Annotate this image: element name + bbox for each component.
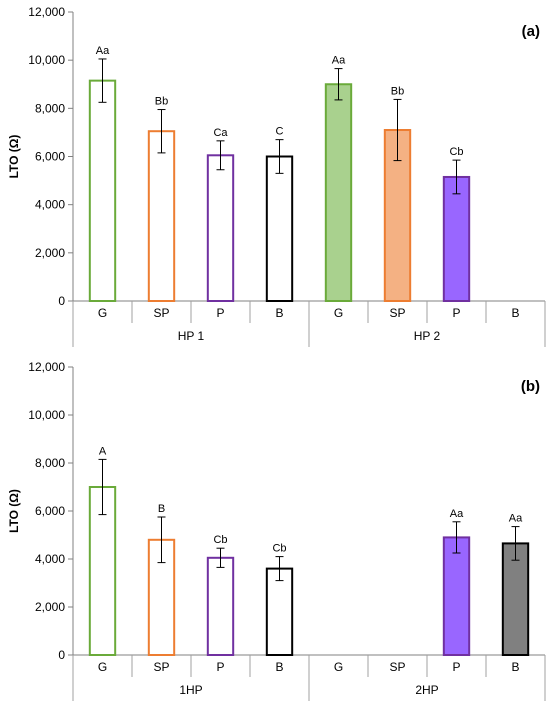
y-tick-label: 6,000 — [35, 504, 65, 518]
category-label: B — [511, 660, 519, 674]
data-label: Ca — [213, 127, 228, 139]
bar — [501, 542, 530, 657]
data-label: B — [158, 503, 165, 515]
y-tick-label: 8,000 — [35, 456, 65, 470]
panel-label: (a) — [522, 23, 540, 40]
category-label: SP — [389, 306, 405, 320]
data-label: Aa — [450, 508, 464, 520]
data-label: Bb — [155, 96, 168, 108]
category-label: SP — [153, 660, 169, 674]
y-tick-label: 0 — [58, 294, 65, 308]
category-label: SP — [389, 660, 405, 674]
category-label: SP — [153, 306, 169, 320]
bar — [383, 129, 412, 302]
category-label: G — [334, 306, 343, 320]
y-axis-title: LTO (Ω) — [7, 489, 21, 533]
y-tick-label: 12,000 — [28, 360, 65, 374]
category-label: B — [275, 660, 283, 674]
panel-label: (b) — [521, 378, 540, 395]
category-label: G — [334, 660, 343, 674]
data-label: Cb — [449, 146, 463, 158]
category-label: G — [98, 306, 107, 320]
category-label: P — [452, 306, 460, 320]
y-tick-label: 2,000 — [35, 600, 65, 614]
bar — [442, 536, 471, 657]
group-label: 2HP — [415, 683, 438, 697]
bar — [206, 556, 235, 656]
data-label: Aa — [96, 45, 110, 57]
y-tick-label: 2,000 — [35, 246, 65, 260]
category-label: B — [275, 306, 283, 320]
group-label: HP 2 — [414, 329, 441, 343]
data-label: C — [276, 126, 284, 138]
data-label: A — [99, 445, 107, 457]
data-label: Cb — [213, 534, 227, 546]
data-label: Cb — [272, 543, 286, 555]
y-tick-label: 10,000 — [28, 53, 65, 67]
category-label: P — [216, 306, 224, 320]
category-label: G — [98, 660, 107, 674]
y-tick-label: 6,000 — [35, 150, 65, 164]
data-label: Bb — [391, 85, 404, 97]
bar — [88, 79, 117, 302]
group-label: 1HP — [179, 683, 202, 697]
bar — [265, 567, 294, 656]
category-label: B — [511, 306, 519, 320]
category-label: P — [452, 660, 460, 674]
y-tick-label: 12,000 — [28, 5, 65, 19]
data-label: Aa — [509, 513, 523, 525]
bar — [265, 155, 294, 302]
y-tick-label: 4,000 — [35, 198, 65, 212]
bar — [147, 130, 176, 302]
bar — [206, 154, 235, 302]
data-label: Aa — [332, 55, 346, 67]
y-axis-title: LTO (Ω) — [7, 135, 21, 179]
y-tick-label: 0 — [58, 648, 65, 662]
bar — [442, 175, 471, 303]
y-tick-label: 10,000 — [28, 408, 65, 422]
category-label: P — [216, 660, 224, 674]
y-tick-label: 4,000 — [35, 552, 65, 566]
y-tick-label: 8,000 — [35, 101, 65, 115]
bar — [324, 83, 353, 302]
group-label: HP 1 — [178, 329, 205, 343]
